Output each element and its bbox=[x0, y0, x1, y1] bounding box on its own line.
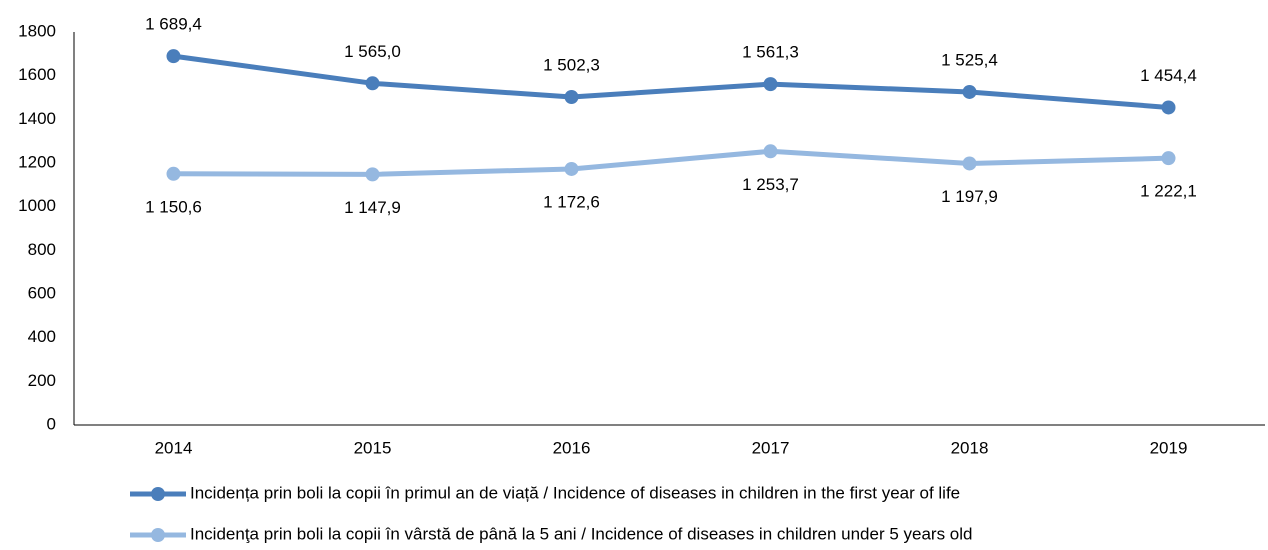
point bbox=[166, 49, 181, 64]
point bbox=[962, 84, 977, 99]
data-label: 1 253,7 bbox=[742, 175, 799, 194]
y-tick-label: 200 bbox=[28, 371, 56, 390]
data-label: 1 502,3 bbox=[543, 55, 600, 74]
y-tick-label: 1600 bbox=[18, 65, 56, 84]
x-tick-label: 2017 bbox=[752, 438, 790, 457]
data-label: 1 172,6 bbox=[543, 192, 600, 211]
series-line bbox=[173, 53, 1169, 110]
y-tick-label: 1200 bbox=[18, 152, 56, 171]
point bbox=[166, 166, 181, 181]
point bbox=[1161, 151, 1176, 166]
data-label: 1 689,4 bbox=[145, 15, 202, 34]
point bbox=[1161, 100, 1176, 115]
y-tick-label: 600 bbox=[28, 283, 56, 302]
point bbox=[365, 76, 380, 91]
y-tick-label: 1400 bbox=[18, 109, 56, 128]
point bbox=[564, 161, 579, 176]
x-tick-label: 2018 bbox=[951, 438, 989, 457]
legend-marker bbox=[151, 528, 165, 542]
y-tick-label: 1000 bbox=[18, 196, 56, 215]
data-label: 1 197,9 bbox=[941, 187, 998, 206]
point bbox=[365, 167, 380, 182]
x-tick-label: 2016 bbox=[553, 438, 591, 457]
legend-label: Incidenţa prin boli la copii în vârstă d… bbox=[190, 524, 972, 543]
data-label: 1 150,6 bbox=[145, 197, 202, 216]
data-label: 1 565,0 bbox=[344, 42, 401, 61]
data-label: 1 454,4 bbox=[1140, 66, 1197, 85]
x-tick-label: 2019 bbox=[1150, 438, 1188, 457]
legend-label: Incidența prin boli la copii în primul a… bbox=[190, 483, 960, 502]
data-label: 1 525,4 bbox=[941, 50, 998, 69]
data-label: 1 222,1 bbox=[1140, 182, 1197, 201]
data-label: 1 561,3 bbox=[742, 43, 799, 62]
legend-marker bbox=[151, 487, 165, 501]
point bbox=[763, 77, 778, 92]
y-tick-label: 400 bbox=[28, 327, 56, 346]
x-tick-label: 2014 bbox=[155, 438, 193, 457]
y-tick-label: 1800 bbox=[18, 21, 56, 40]
y-tick-label: 800 bbox=[28, 240, 56, 259]
data-label: 1 147,9 bbox=[344, 198, 401, 217]
point bbox=[763, 144, 778, 159]
point bbox=[962, 156, 977, 171]
y-tick-label: 0 bbox=[47, 414, 56, 433]
point bbox=[564, 89, 579, 104]
x-tick-label: 2015 bbox=[354, 438, 392, 457]
series-line bbox=[173, 148, 1169, 177]
